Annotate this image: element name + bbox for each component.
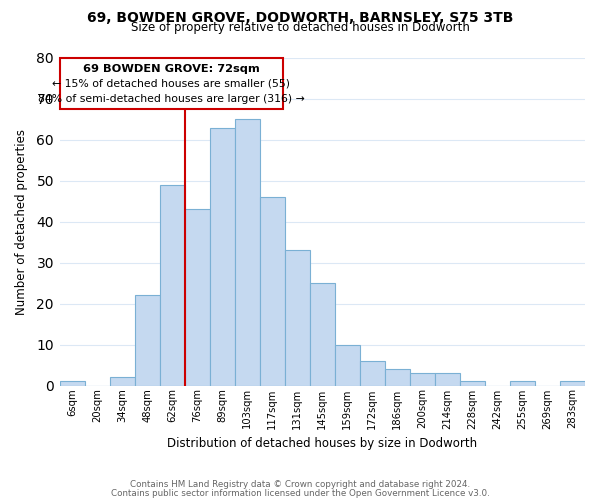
Bar xyxy=(435,373,460,386)
Text: Contains HM Land Registry data © Crown copyright and database right 2024.: Contains HM Land Registry data © Crown c… xyxy=(130,480,470,489)
Bar xyxy=(335,344,360,386)
Bar xyxy=(260,197,285,386)
Y-axis label: Number of detached properties: Number of detached properties xyxy=(15,129,28,315)
Bar xyxy=(110,378,134,386)
Bar xyxy=(59,382,85,386)
Bar xyxy=(160,185,185,386)
Text: ← 15% of detached houses are smaller (55): ← 15% of detached houses are smaller (55… xyxy=(52,78,290,88)
Bar xyxy=(310,283,335,386)
Text: 69 BOWDEN GROVE: 72sqm: 69 BOWDEN GROVE: 72sqm xyxy=(83,64,260,74)
Bar xyxy=(185,210,209,386)
Bar xyxy=(134,296,160,386)
Bar xyxy=(360,361,385,386)
FancyBboxPatch shape xyxy=(59,58,283,109)
Bar xyxy=(460,382,485,386)
Bar xyxy=(560,382,585,386)
Bar xyxy=(285,250,310,386)
Bar xyxy=(235,120,260,386)
Bar xyxy=(510,382,535,386)
Bar xyxy=(410,373,435,386)
X-axis label: Distribution of detached houses by size in Dodworth: Distribution of detached houses by size … xyxy=(167,437,478,450)
Bar xyxy=(209,128,235,386)
Text: 84% of semi-detached houses are larger (316) →: 84% of semi-detached houses are larger (… xyxy=(38,94,305,104)
Text: 69, BOWDEN GROVE, DODWORTH, BARNSLEY, S75 3TB: 69, BOWDEN GROVE, DODWORTH, BARNSLEY, S7… xyxy=(87,11,513,25)
Text: Size of property relative to detached houses in Dodworth: Size of property relative to detached ho… xyxy=(131,21,469,34)
Bar xyxy=(385,369,410,386)
Text: Contains public sector information licensed under the Open Government Licence v3: Contains public sector information licen… xyxy=(110,488,490,498)
